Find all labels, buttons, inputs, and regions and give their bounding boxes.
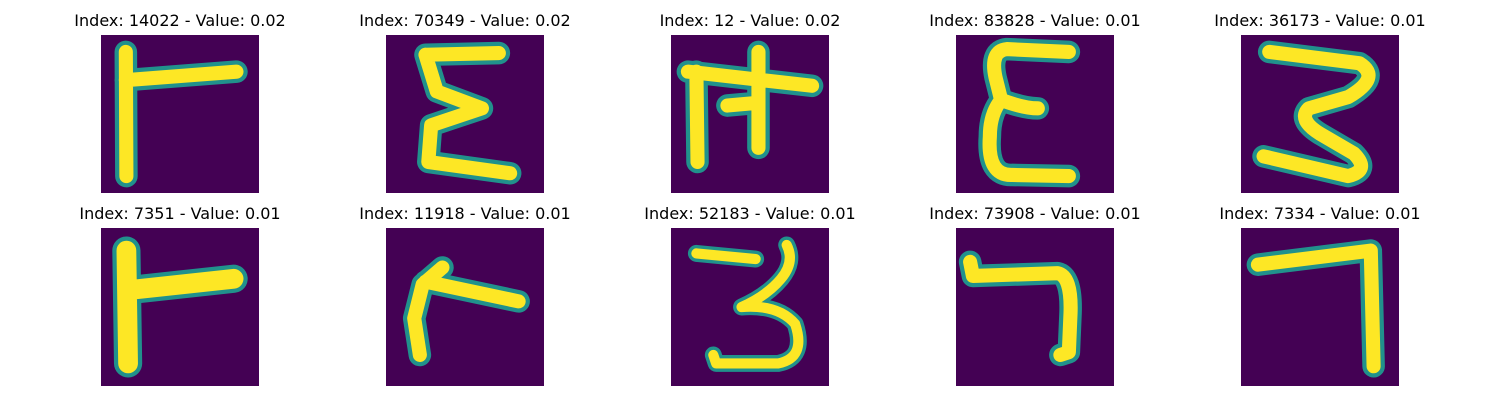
panel-9: Index: 73908 - Value: 0.01 bbox=[893, 204, 1177, 394]
panel-4: Index: 83828 - Value: 0.01 bbox=[893, 11, 1177, 201]
digit-image bbox=[1241, 35, 1399, 193]
glyph-seven-shape bbox=[958, 250, 1082, 367]
digit-image bbox=[386, 35, 544, 193]
glyph-r-shape bbox=[402, 256, 530, 367]
panel-6: Index: 7351 - Value: 0.01 bbox=[38, 204, 322, 394]
panel-title: Index: 11918 - Value: 0.01 bbox=[359, 204, 571, 223]
digit-image bbox=[386, 228, 544, 386]
panel-8: Index: 52183 - Value: 0.01 bbox=[608, 204, 892, 394]
glyph-r-shape bbox=[112, 236, 248, 378]
panel-3: Index: 12 - Value: 0.02 bbox=[608, 11, 892, 201]
glyph-sigma-shape bbox=[414, 41, 522, 185]
panel-5: Index: 36173 - Value: 0.01 bbox=[1178, 11, 1462, 201]
panel-title: Index: 70349 - Value: 0.02 bbox=[359, 11, 571, 30]
panel-title: Index: 7334 - Value: 0.01 bbox=[1219, 204, 1421, 223]
panel-title: Index: 14022 - Value: 0.02 bbox=[74, 11, 286, 30]
panel-7: Index: 11918 - Value: 0.01 bbox=[323, 204, 607, 394]
digit-image bbox=[101, 228, 259, 386]
glyph-seven-shape bbox=[1246, 239, 1385, 378]
glyph-three-shape bbox=[687, 236, 807, 372]
digit-image bbox=[671, 228, 829, 386]
panel-title: Index: 73908 - Value: 0.01 bbox=[929, 204, 1141, 223]
panel-2: Index: 70349 - Value: 0.02 bbox=[323, 11, 607, 201]
glyph-three-shape bbox=[1252, 40, 1380, 188]
panel-title: Index: 7351 - Value: 0.01 bbox=[79, 204, 281, 223]
digit-image bbox=[1241, 228, 1399, 386]
panel-title: Index: 52183 - Value: 0.01 bbox=[644, 204, 856, 223]
digit-image bbox=[101, 35, 259, 193]
panel-title: Index: 83828 - Value: 0.01 bbox=[929, 11, 1141, 30]
digit-image bbox=[956, 228, 1114, 386]
panel-10: Index: 7334 - Value: 0.01 bbox=[1178, 204, 1462, 394]
glyph-pi-shape bbox=[676, 40, 824, 174]
panel-title: Index: 12 - Value: 0.02 bbox=[659, 11, 841, 30]
digit-image bbox=[671, 35, 829, 193]
glyph-epsilon-shape bbox=[978, 37, 1081, 188]
panel-1: Index: 14022 - Value: 0.02 bbox=[38, 11, 322, 201]
digit-image bbox=[956, 35, 1114, 193]
panel-title: Index: 36173 - Value: 0.01 bbox=[1214, 11, 1426, 30]
glyph-r-shape bbox=[114, 40, 248, 188]
